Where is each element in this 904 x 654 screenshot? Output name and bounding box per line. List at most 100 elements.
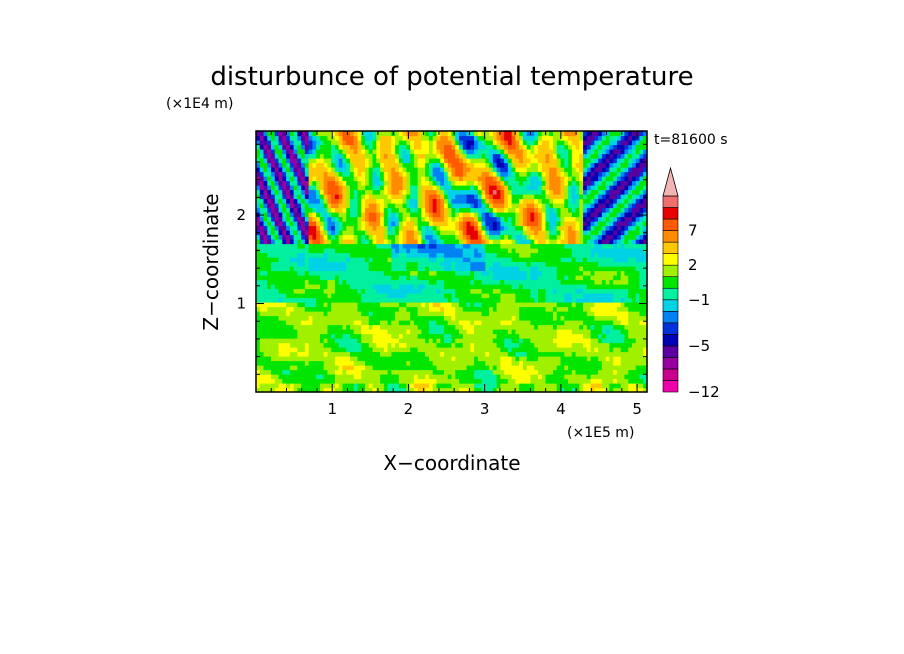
- field-cell: [553, 185, 558, 191]
- field-cell: [402, 302, 407, 308]
- field-cell: [553, 306, 558, 312]
- field-cell: [605, 275, 610, 281]
- field-cell: [564, 365, 569, 371]
- field-cell: [515, 311, 520, 317]
- field-cell: [556, 203, 562, 209]
- field-cell: [519, 194, 524, 200]
- field-cell: [380, 315, 385, 321]
- field-cell: [571, 293, 577, 299]
- field-cell: [519, 248, 524, 254]
- field-cell: [590, 225, 595, 231]
- field-cell: [609, 203, 614, 209]
- field-cell: [485, 252, 490, 258]
- field-cell: [511, 261, 517, 267]
- field-cell: [624, 315, 629, 321]
- field-cell: [376, 234, 381, 240]
- field-cell: [312, 302, 317, 308]
- field-cell: [545, 351, 550, 357]
- field-cell: [485, 324, 490, 330]
- field-cell: [556, 369, 562, 375]
- field-cell: [447, 203, 453, 209]
- field-cell: [297, 234, 302, 240]
- field-cell: [323, 243, 329, 249]
- field-cell: [515, 239, 520, 245]
- field-cell: [447, 284, 453, 290]
- field-cell: [342, 257, 347, 263]
- field-cell: [365, 279, 370, 285]
- field-cell: [511, 257, 517, 263]
- field-cell: [522, 311, 528, 317]
- field-cell: [286, 207, 291, 213]
- field-cell: [357, 374, 362, 380]
- field-cell: [571, 189, 577, 195]
- field-cell: [346, 333, 351, 339]
- field-cell: [380, 360, 385, 366]
- field-cell: [620, 351, 626, 357]
- field-cell: [293, 230, 298, 236]
- field-cell: [500, 194, 505, 200]
- field-cell: [271, 297, 276, 303]
- field-cell: [564, 221, 569, 227]
- field-cell: [451, 275, 456, 281]
- field-cell: [256, 225, 261, 231]
- field-cell: [553, 338, 558, 344]
- field-cell: [537, 378, 543, 384]
- field-cell: [549, 234, 554, 240]
- field-cell: [282, 369, 287, 375]
- field-cell: [537, 288, 543, 294]
- field-cell: [331, 306, 336, 312]
- field-cell: [278, 185, 283, 191]
- field-cell: [319, 239, 325, 245]
- field-cell: [263, 261, 268, 267]
- field-cell: [474, 356, 479, 362]
- field-cell: [323, 333, 329, 339]
- field-cell: [639, 266, 644, 272]
- field-cell: [500, 387, 505, 393]
- field-cell: [462, 266, 468, 272]
- field-cell: [293, 176, 298, 182]
- field-cell: [346, 365, 351, 371]
- field-cell: [526, 207, 532, 213]
- field-cell: [635, 342, 641, 348]
- field-cell: [395, 176, 400, 182]
- field-cell: [267, 374, 272, 380]
- field-cell: [365, 212, 370, 218]
- field-cell: [421, 284, 426, 290]
- field-cell: [259, 266, 265, 272]
- field-cell: [263, 383, 268, 389]
- field-cell: [537, 365, 543, 371]
- field-cell: [601, 279, 607, 285]
- field-cell: [534, 311, 539, 317]
- field-cell: [263, 342, 268, 348]
- field-cell: [549, 342, 554, 348]
- field-cell: [432, 342, 438, 348]
- field-cell: [635, 203, 641, 209]
- field-cell: [507, 342, 513, 348]
- field-cell: [425, 252, 430, 258]
- field-cell: [481, 180, 486, 186]
- field-cell: [256, 342, 261, 348]
- field-cell: [282, 360, 287, 366]
- field-cell: [380, 225, 385, 231]
- field-cell: [504, 311, 509, 317]
- field-cell: [564, 329, 569, 335]
- field-cell: [338, 261, 344, 267]
- field-cell: [346, 351, 351, 357]
- field-cell: [297, 333, 302, 339]
- field-cell: [278, 369, 283, 375]
- field-cell: [586, 306, 592, 312]
- field-cell: [568, 293, 573, 299]
- field-cell: [466, 180, 471, 186]
- field-cell: [598, 275, 603, 281]
- field-cell: [541, 212, 547, 218]
- field-cell: [263, 194, 268, 200]
- field-cell: [338, 338, 344, 344]
- field-cell: [319, 342, 325, 348]
- field-cell: [459, 306, 464, 312]
- field-cell: [564, 243, 569, 249]
- field-cell: [549, 338, 554, 344]
- field-cell: [316, 297, 321, 303]
- field-cell: [316, 315, 321, 321]
- field-cell: [334, 270, 340, 276]
- field-cell: [504, 351, 509, 357]
